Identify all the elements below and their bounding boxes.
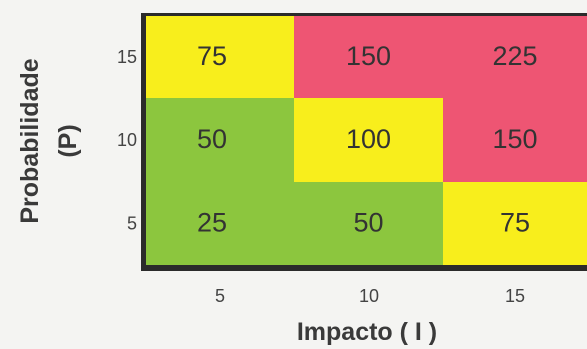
cell-value-label: 75	[500, 208, 530, 238]
matrix-cell-15-5	[146, 16, 294, 98]
cell-value-label: 150	[492, 124, 537, 154]
x-axis-title: Impacto ( I )	[297, 318, 437, 346]
y-axis-title-line1: Probabilidade	[16, 58, 44, 223]
y-tick-label: 5	[127, 214, 137, 234]
y-tick-label: 15	[117, 47, 137, 67]
cell-value-label: 50	[353, 208, 383, 238]
axis-ticks: 15 10 5 5 10 15	[117, 47, 525, 306]
y-axis-title-line2: (P)	[54, 124, 82, 157]
cell-value-label: 25	[197, 208, 227, 238]
matrix-cell-5-5	[146, 182, 294, 265]
matrix-cell-10-10	[294, 98, 443, 182]
x-tick-label: 5	[215, 286, 225, 306]
cell-value-label: 50	[197, 124, 227, 154]
matrix-cell-5-15	[443, 182, 587, 265]
matrix-cell-5-10	[294, 182, 443, 265]
matrix-cell-10-15	[443, 98, 587, 182]
matrix-cell-15-15	[443, 16, 587, 98]
y-tick-label: 10	[117, 130, 137, 150]
x-tick-label: 15	[505, 286, 525, 306]
cell-value-label: 75	[197, 41, 227, 71]
cell-value-label: 100	[346, 124, 391, 154]
matrix-cell-10-5	[146, 98, 294, 182]
x-tick-label: 10	[359, 286, 379, 306]
matrix-cells: 75 150 225 50 100 150 25 50 75	[146, 16, 587, 265]
cell-value-label: 150	[346, 41, 391, 71]
matrix-cell-15-10	[294, 16, 443, 98]
cell-value-label: 225	[492, 41, 537, 71]
